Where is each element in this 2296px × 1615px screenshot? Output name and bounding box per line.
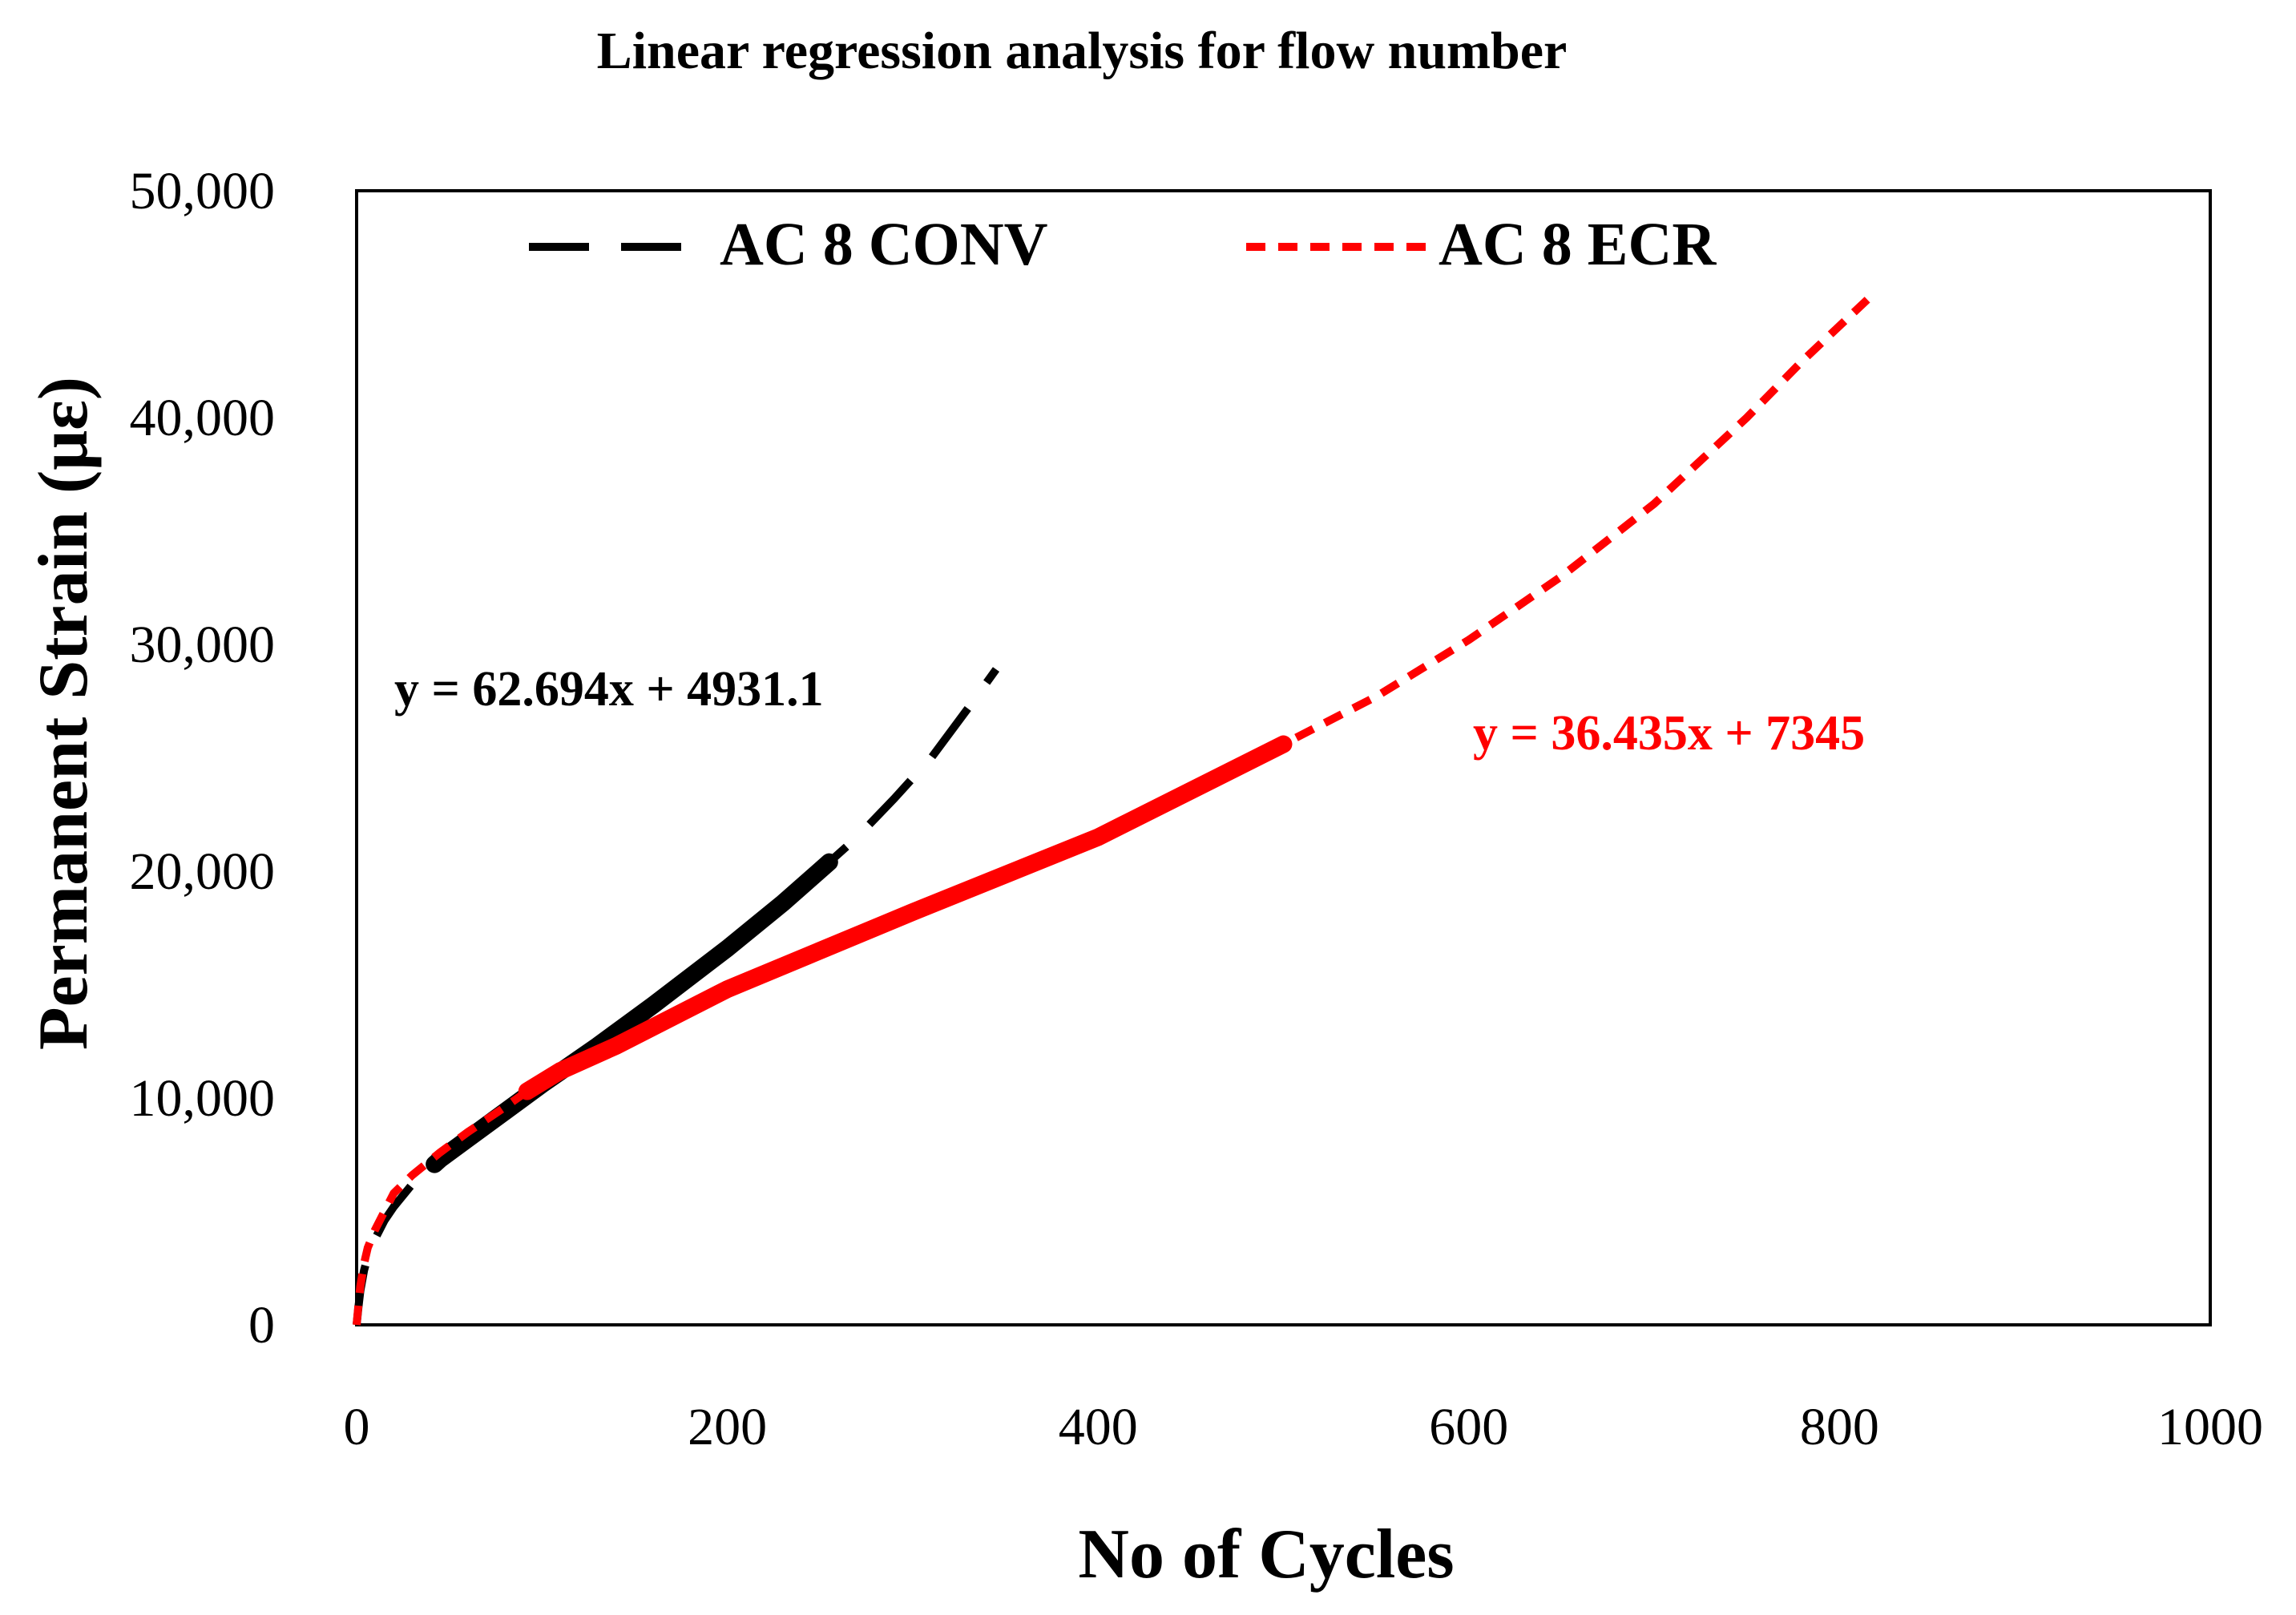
x-axis-title: No of Cycles — [1078, 1516, 1454, 1593]
x-axis: 0 200 400 600 800 1000 — [344, 1398, 2264, 1456]
y-axis-title: Permanent Strain (με) — [25, 377, 103, 1050]
regression-equation-ac8-ecr: y = 36.435x + 7345 — [1473, 706, 1865, 761]
legend-label-ac8-ecr: AC 8 ECR — [1439, 211, 1717, 278]
y-tick-label: 40,000 — [130, 389, 276, 447]
x-tick-label: 1000 — [2157, 1398, 2263, 1456]
y-tick-label: 10,000 — [130, 1069, 276, 1128]
regression-segment-1 — [518, 735, 1293, 1100]
x-tick-label: 600 — [1429, 1398, 1508, 1456]
x-tick-label: 800 — [1800, 1398, 1879, 1456]
y-tick-label: 20,000 — [130, 842, 276, 901]
legend: AC 8 CONV AC 8 ECR — [529, 211, 1717, 278]
y-tick-label: 0 — [248, 1296, 275, 1355]
regression-equation-ac8-conv: y = 62.694x + 4931.1 — [394, 662, 824, 717]
y-tick-label: 50,000 — [130, 162, 276, 220]
plot-area — [355, 189, 2212, 1326]
legend-label-ac8-conv: AC 8 CONV — [720, 211, 1048, 278]
series-layer — [353, 297, 1870, 1326]
series-line-0 — [353, 667, 1000, 1326]
x-tick-label: 200 — [688, 1398, 767, 1456]
series-line-1 — [353, 297, 1870, 1326]
chart-title: Linear regression analysis for flow numb… — [597, 22, 1568, 80]
y-tick-label: 30,000 — [130, 616, 276, 674]
y-axis: 0 10,000 20,000 30,000 40,000 50,000 — [130, 162, 276, 1355]
x-tick-label: 0 — [344, 1398, 370, 1456]
x-tick-label: 400 — [1059, 1398, 1138, 1456]
